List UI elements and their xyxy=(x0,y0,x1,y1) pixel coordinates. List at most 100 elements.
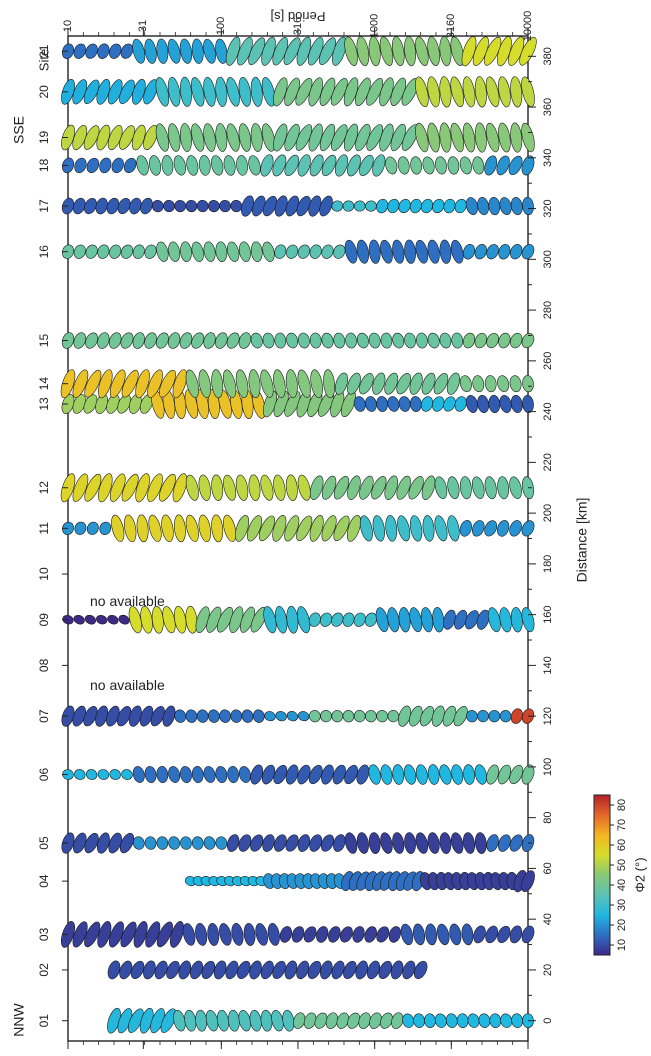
phase-tensor-ellipse xyxy=(173,514,186,543)
phase-tensor-ellipse xyxy=(286,332,299,349)
phase-tensor-ellipse xyxy=(398,607,411,633)
phase-tensor-ellipse xyxy=(258,515,275,542)
phase-tensor-ellipse xyxy=(409,372,423,395)
phase-tensor-ellipse xyxy=(473,925,486,944)
phase-tensor-ellipse xyxy=(344,239,358,264)
distance-tick-label: 160 xyxy=(542,605,554,623)
phase-tensor-ellipse xyxy=(279,926,293,943)
phase-tensor-ellipse xyxy=(219,923,232,946)
phase-tensor-ellipse xyxy=(309,154,324,177)
phase-tensor-ellipse xyxy=(196,709,209,723)
phase-tensor-ellipse xyxy=(226,834,240,852)
phase-tensor-ellipse xyxy=(446,372,460,395)
phase-tensor-ellipse xyxy=(384,372,399,395)
phase-tensor-ellipse xyxy=(509,375,522,393)
phase-tensor-ellipse xyxy=(413,1013,425,1028)
phase-tensor-ellipse xyxy=(511,1013,523,1028)
phase-tensor-ellipse xyxy=(445,1013,458,1028)
phase-tensor-ellipse xyxy=(310,369,323,399)
phase-tensor-ellipse xyxy=(510,76,523,108)
phase-tensor-ellipse xyxy=(295,78,313,106)
phase-tensor-ellipse xyxy=(185,199,198,213)
phase-tensor-ellipse xyxy=(196,199,209,213)
phase-tensor-ellipse xyxy=(143,124,158,151)
phase-tensor-ellipse xyxy=(298,332,310,349)
site-label-06: 06 xyxy=(37,768,51,782)
phase-tensor-ellipse xyxy=(497,375,510,393)
phase-tensor-ellipse xyxy=(99,157,112,174)
phase-tensor-ellipse xyxy=(450,76,465,108)
phase-tensor-ellipse xyxy=(472,156,485,175)
phase-tensor-ellipse xyxy=(424,1013,436,1028)
phase-tensor-ellipse xyxy=(97,332,110,349)
north-end-label: NNW xyxy=(11,1002,27,1036)
phase-tensor-ellipse xyxy=(297,154,311,177)
phase-tensor-ellipse xyxy=(466,710,478,723)
phase-tensor-ellipse xyxy=(144,38,157,64)
south-end-label: SSE xyxy=(11,116,27,144)
phase-tensor-ellipse xyxy=(366,78,384,106)
phase-tensor-ellipse xyxy=(508,155,523,176)
phase-tensor-ellipse xyxy=(84,921,101,948)
phase-tensor-ellipse xyxy=(316,926,329,943)
phase-tensor-ellipse xyxy=(347,154,361,177)
phase-tensor-ellipse xyxy=(333,332,346,349)
phase-tensor-ellipse xyxy=(203,241,216,262)
site-label-09: 09 xyxy=(37,613,51,627)
phase-tensor-ellipse xyxy=(161,514,174,543)
phase-tensor-ellipse xyxy=(439,332,452,349)
site-label-21: 21 xyxy=(37,44,51,58)
phase-tensor-ellipse xyxy=(521,244,535,260)
phase-tensor-ellipse xyxy=(404,332,416,349)
phase-tensor-ellipse xyxy=(262,241,275,262)
phase-tensor-ellipse xyxy=(309,710,321,723)
phase-tensor-ellipse xyxy=(486,764,499,785)
phase-tensor-ellipse xyxy=(211,369,224,399)
phase-tensor-ellipse xyxy=(391,36,405,67)
phase-tensor-ellipse xyxy=(427,76,440,108)
phase-tensor-ellipse xyxy=(498,243,511,260)
phase-tensor-ellipse xyxy=(331,710,344,723)
phase-tensor-ellipse xyxy=(522,375,534,393)
phase-tensor-ellipse xyxy=(422,515,435,542)
phase-tensor-ellipse xyxy=(107,614,119,625)
phase-tensor-ellipse xyxy=(309,244,322,259)
phase-tensor-ellipse xyxy=(97,43,110,59)
phase-tensor-ellipse xyxy=(96,832,110,854)
phase-tensor-ellipse xyxy=(402,960,416,980)
phase-tensor-ellipse xyxy=(387,607,400,633)
phase-tensor-ellipse xyxy=(476,609,490,630)
phase-tensor-ellipse xyxy=(136,155,149,176)
distance-tick-label: 320 xyxy=(542,199,554,217)
distance-tick-label: 100 xyxy=(542,758,554,776)
phase-tensor-ellipse xyxy=(143,79,158,105)
period-tick-label: 10 xyxy=(62,20,74,32)
phase-tensor-ellipse xyxy=(331,960,345,980)
phase-tensor-ellipse xyxy=(368,764,381,785)
phase-tensor-ellipse xyxy=(203,836,216,850)
phase-tensor-ellipse xyxy=(195,1009,208,1032)
phase-tensor-ellipse xyxy=(463,764,475,785)
phase-tensor-ellipse xyxy=(328,926,341,943)
phase-tensor-ellipse xyxy=(521,925,535,944)
phase-tensor-ellipse xyxy=(120,332,134,349)
phase-tensor-ellipse xyxy=(123,157,137,173)
phase-tensor-ellipse xyxy=(296,515,313,542)
phase-tensor-ellipse xyxy=(285,764,299,785)
phase-tensor-ellipse xyxy=(85,332,99,349)
phase-tensor-ellipse xyxy=(384,475,399,500)
phase-tensor-ellipse xyxy=(380,332,393,349)
phase-tensor-ellipse xyxy=(285,369,298,399)
phase-tensor-ellipse xyxy=(321,244,334,259)
distance-tick-label: 40 xyxy=(542,913,554,925)
phase-tensor-ellipse xyxy=(391,1012,404,1029)
phase-tensor-ellipse xyxy=(272,960,286,980)
phase-tensor-ellipse xyxy=(260,1009,273,1032)
phase-tensor-ellipse xyxy=(84,473,102,502)
phase-tensor-ellipse xyxy=(273,369,286,399)
phase-tensor-ellipse xyxy=(484,155,498,176)
phase-tensor-ellipse xyxy=(284,960,298,980)
phase-tensor-ellipse xyxy=(474,76,487,108)
phase-tensor-ellipse xyxy=(215,332,228,349)
phase-tensor-ellipse xyxy=(203,123,216,152)
